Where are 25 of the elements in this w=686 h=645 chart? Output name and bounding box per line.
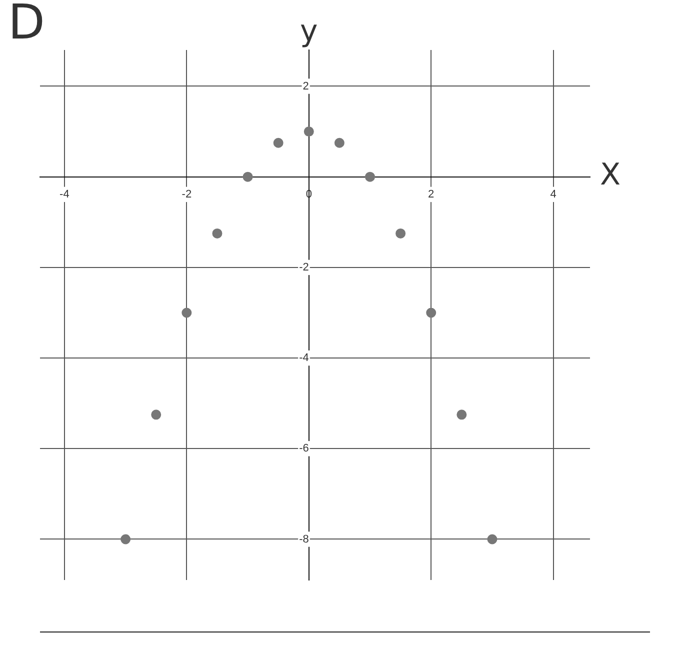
point xyxy=(304,126,314,137)
point xyxy=(396,228,406,238)
point xyxy=(456,410,467,420)
y-axis-title: y xyxy=(300,14,318,49)
point xyxy=(242,172,253,182)
point xyxy=(365,172,375,182)
x-tick-label: 4 xyxy=(550,188,556,200)
y-tick-label: -6 xyxy=(299,442,309,455)
point xyxy=(487,534,498,544)
x-tick-label: -2 xyxy=(182,188,192,200)
point xyxy=(212,228,222,238)
y-tick-label: -8 xyxy=(299,533,309,546)
point xyxy=(151,410,162,420)
point xyxy=(273,138,284,148)
x-tick-label: 2 xyxy=(428,188,434,200)
y-tick-label: -2 xyxy=(299,261,309,274)
x-axis-title: X xyxy=(600,158,621,193)
x-tick-label: -4 xyxy=(60,188,70,200)
y-tick-label: -4 xyxy=(299,352,309,364)
chart-title: D xyxy=(8,0,45,50)
point xyxy=(426,308,436,318)
y-tick-label: 2 xyxy=(302,80,309,92)
point xyxy=(120,534,131,544)
point xyxy=(182,308,192,318)
point xyxy=(334,138,344,148)
